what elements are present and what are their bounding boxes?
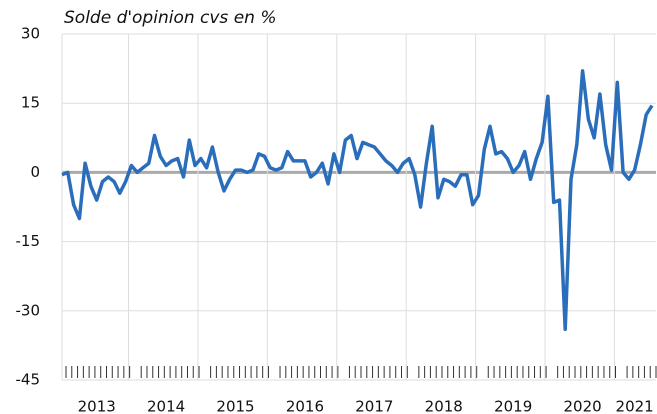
- data-line: [61, 69, 654, 332]
- chart-title: Solde d'opinion cvs en %: [64, 8, 276, 28]
- y-tick-label: -45: [16, 371, 41, 389]
- x-tick-label: 2018: [425, 398, 463, 414]
- x-tick-label: 2013: [78, 398, 116, 414]
- x-tick-label: 2019: [494, 398, 532, 414]
- x-tick-label: 2017: [355, 398, 393, 414]
- x-tick-label: 2014: [147, 398, 185, 414]
- x-tick-label: 2021: [616, 398, 654, 414]
- x-tick-label: 2016: [286, 398, 324, 414]
- x-tick-label: 2020: [563, 398, 601, 414]
- y-tick-label: 30: [21, 25, 40, 43]
- x-tick-label: 2015: [216, 398, 254, 414]
- y-tick-label: 0: [30, 163, 40, 181]
- y-tick-label: -15: [16, 232, 41, 250]
- y-tick-label: 15: [21, 94, 40, 112]
- y-tick-label: -30: [16, 301, 41, 319]
